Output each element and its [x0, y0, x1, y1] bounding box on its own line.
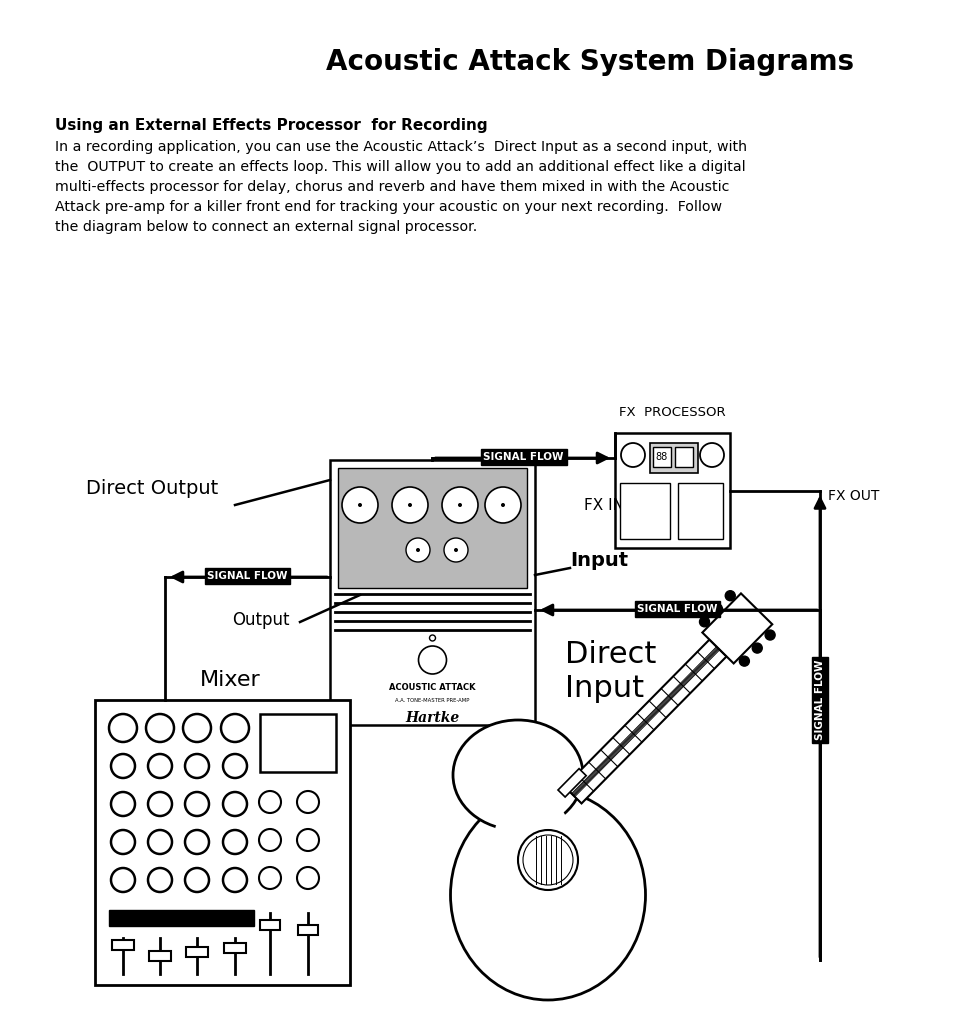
Circle shape [408, 503, 412, 507]
Circle shape [111, 830, 135, 854]
Text: Direct Output: Direct Output [86, 479, 218, 497]
Circle shape [111, 868, 135, 892]
Polygon shape [564, 639, 726, 803]
Circle shape [183, 714, 211, 742]
Text: FX IN: FX IN [583, 497, 623, 513]
Circle shape [109, 714, 137, 742]
Bar [337, 468, 526, 588]
Circle shape [500, 503, 504, 507]
Circle shape [517, 830, 578, 890]
Text: Output: Output [233, 611, 290, 629]
Circle shape [341, 487, 377, 523]
Bar [95, 700, 350, 985]
Text: Using an External Effects Processor  for Recording: Using an External Effects Processor for … [55, 118, 487, 133]
Circle shape [416, 548, 419, 552]
Text: Acoustic Attack System Diagrams: Acoustic Attack System Diagrams [326, 48, 853, 76]
Text: Direct
Input: Direct Input [564, 640, 656, 703]
Circle shape [296, 791, 318, 813]
Text: A.A. TONE-MASTER PRE-AMP: A.A. TONE-MASTER PRE-AMP [395, 698, 469, 703]
Text: 88: 88 [655, 452, 667, 462]
Circle shape [185, 868, 209, 892]
Circle shape [739, 656, 749, 666]
Text: Hartke: Hartke [405, 711, 459, 725]
Text: FX  PROCESSOR: FX PROCESSOR [618, 406, 725, 419]
Circle shape [620, 443, 644, 468]
Circle shape [223, 868, 247, 892]
Bar [675, 447, 692, 468]
Circle shape [764, 630, 774, 640]
Circle shape [443, 538, 468, 562]
Bar [297, 925, 317, 935]
Circle shape [429, 635, 435, 641]
Circle shape [258, 868, 281, 889]
Circle shape [223, 754, 247, 779]
Circle shape [392, 487, 428, 523]
Circle shape [700, 443, 723, 468]
Circle shape [752, 643, 761, 653]
Text: SIGNAL FLOW: SIGNAL FLOW [814, 660, 824, 741]
Bar [615, 433, 729, 548]
Circle shape [712, 604, 721, 614]
Ellipse shape [497, 800, 567, 880]
Bar [649, 443, 698, 473]
Circle shape [699, 617, 709, 627]
Circle shape [258, 791, 281, 813]
Circle shape [146, 714, 173, 742]
Bar [619, 483, 669, 539]
Circle shape [406, 538, 430, 562]
Circle shape [148, 830, 172, 854]
Circle shape [223, 792, 247, 816]
Circle shape [148, 868, 172, 892]
Text: Input: Input [569, 550, 627, 570]
Circle shape [185, 754, 209, 779]
Circle shape [221, 714, 249, 742]
Circle shape [484, 487, 520, 523]
Ellipse shape [453, 720, 582, 830]
Bar [112, 940, 133, 950]
Text: In a recording application, you can use the Acoustic Attack’s  Direct Input as a: In a recording application, you can use … [55, 140, 746, 234]
Circle shape [454, 548, 457, 552]
Circle shape [185, 792, 209, 816]
Text: FX OUT: FX OUT [827, 489, 879, 502]
Circle shape [418, 646, 446, 674]
Circle shape [185, 830, 209, 854]
Circle shape [724, 590, 735, 601]
Polygon shape [701, 593, 772, 664]
Text: SIGNAL FLOW: SIGNAL FLOW [483, 452, 563, 462]
Bar [558, 768, 585, 797]
Circle shape [522, 835, 573, 885]
Bar [678, 483, 722, 539]
Circle shape [148, 792, 172, 816]
Bar [260, 714, 335, 772]
Circle shape [296, 868, 318, 889]
Circle shape [148, 754, 172, 779]
Text: ACOUSTIC ATTACK: ACOUSTIC ATTACK [389, 683, 476, 693]
Text: SIGNAL FLOW: SIGNAL FLOW [207, 571, 288, 581]
Circle shape [258, 829, 281, 851]
Bar [652, 447, 670, 468]
Bar [330, 460, 535, 725]
Circle shape [357, 503, 361, 507]
Circle shape [223, 830, 247, 854]
Bar [149, 951, 171, 961]
Circle shape [296, 829, 318, 851]
Circle shape [111, 792, 135, 816]
Bar [186, 947, 208, 957]
Bar [109, 910, 253, 926]
Bar [224, 943, 246, 953]
Circle shape [441, 487, 477, 523]
Bar [260, 920, 280, 930]
Circle shape [111, 754, 135, 779]
Text: Mixer: Mixer [199, 670, 260, 690]
Circle shape [457, 503, 461, 507]
Ellipse shape [450, 790, 645, 1000]
Text: SIGNAL FLOW: SIGNAL FLOW [637, 604, 717, 614]
